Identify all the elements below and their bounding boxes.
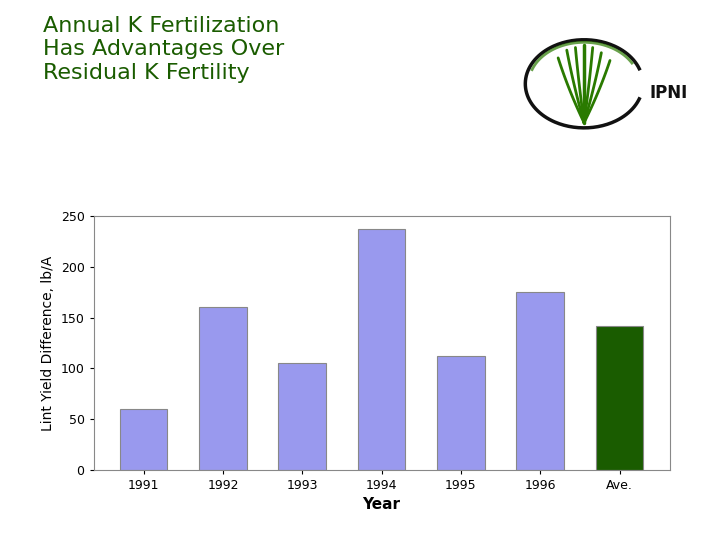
Bar: [120, 409, 167, 470]
Bar: [199, 307, 247, 470]
Bar: [358, 229, 405, 470]
X-axis label: Year: Year: [363, 497, 400, 512]
Bar: [437, 356, 485, 470]
Bar: [516, 292, 564, 470]
Y-axis label: Lint Yield Difference, lb/A: Lint Yield Difference, lb/A: [41, 255, 55, 430]
Text: Annual K Fertilization
Has Advantages Over
Residual K Fertility: Annual K Fertilization Has Advantages Ov…: [43, 16, 284, 83]
Text: IPNI: IPNI: [649, 84, 688, 102]
Bar: [596, 326, 644, 470]
Bar: [279, 363, 326, 470]
